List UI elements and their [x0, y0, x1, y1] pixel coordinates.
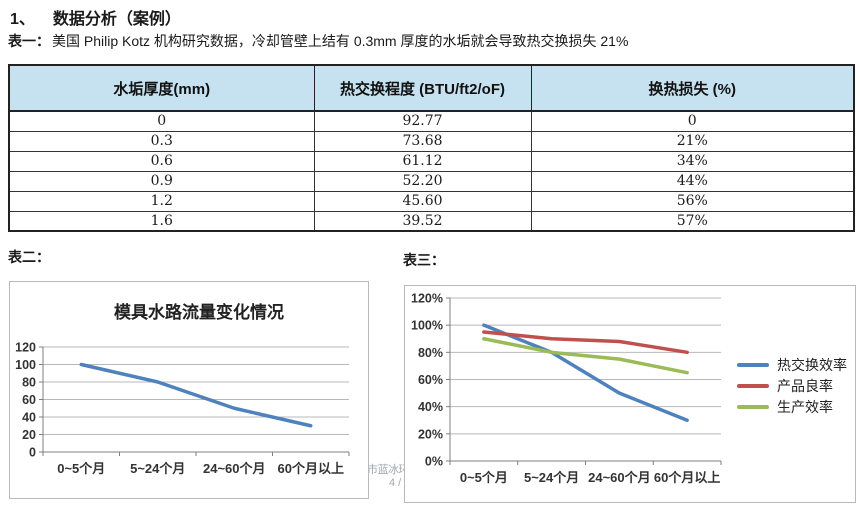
svg-text:24~60个月: 24~60个月	[588, 470, 651, 485]
table-cell: 0.3	[8, 130, 315, 152]
column-header-heat-exchange: 热交换程度 (BTU/ft2/oF)	[313, 64, 532, 112]
svg-text:24~60个月: 24~60个月	[203, 461, 266, 476]
svg-text:20: 20	[22, 428, 36, 442]
table3-label: 表三：	[403, 252, 445, 268]
legend-line-swatch	[737, 363, 769, 367]
table-row: 0.3 73.68 21%	[8, 130, 855, 152]
table2-label: 表二：	[8, 249, 50, 265]
footer-page-number: 4 /	[389, 477, 402, 489]
table-cell: 52.20	[313, 170, 532, 192]
svg-text:0~5个月: 0~5个月	[57, 461, 105, 476]
chart2-plot: 0% 20% 40% 60% 80% 100% 120% 0~5个月 5~24个月 24~60个月…	[411, 292, 722, 485]
table-cell: 0.9	[8, 170, 315, 192]
svg-text:40%: 40%	[418, 400, 443, 414]
chart2-legend: 热交换效率 产品良率 生产效率	[737, 358, 847, 421]
column-header-thickness: 水垢厚度(mm)	[8, 64, 315, 112]
table-cell: 0	[8, 110, 315, 132]
legend-line-swatch	[737, 384, 769, 388]
table-cell: 1.6	[8, 210, 315, 232]
svg-text:5~24个月: 5~24个月	[524, 470, 579, 485]
heading-text: 数据分析（案例）	[52, 11, 181, 28]
page-title: 1、 数据分析（案例）	[10, 5, 181, 29]
svg-text:60: 60	[22, 393, 36, 407]
svg-text:5~24个月: 5~24个月	[130, 461, 185, 476]
svg-text:20%: 20%	[418, 427, 443, 441]
scale-thickness-table: 水垢厚度(mm) 热交换程度 (BTU/ft2/oF) 换热损失 (%) 0 92…	[8, 64, 855, 232]
table-header-row: 水垢厚度(mm) 热交换程度 (BTU/ft2/oF) 换热损失 (%)	[8, 64, 855, 112]
table-cell: 92.77	[313, 110, 532, 132]
legend-item-heat-exchange: 热交换效率	[737, 358, 847, 374]
table-cell: 34%	[530, 150, 855, 172]
svg-text:80: 80	[22, 376, 36, 390]
svg-text:60个月以上: 60个月以上	[654, 470, 720, 485]
table1-label: 表一：	[8, 33, 50, 49]
svg-text:120%: 120%	[411, 292, 443, 306]
table-cell: 0.6	[8, 150, 315, 172]
svg-text:0: 0	[29, 446, 36, 460]
table-cell: 44%	[530, 170, 855, 192]
svg-text:0~5个月: 0~5个月	[460, 470, 508, 485]
svg-text:40: 40	[22, 411, 36, 425]
svg-text:100%: 100%	[411, 319, 443, 333]
table-cell: 1.2	[8, 190, 315, 212]
table-row: 1.2 45.60 56%	[8, 190, 855, 212]
flow-change-chart: 模具水路流量变化情况 0 20 40 60 80 100 120 0~5个月 5~24个月 24~…	[9, 281, 369, 499]
legend-label: 产品良率	[777, 379, 833, 395]
legend-item-yield: 产品良率	[737, 379, 847, 395]
chart1-title: 模具水路流量变化情况	[114, 303, 284, 322]
table-row: 0 92.77 0	[8, 110, 855, 132]
heading-number: 1、	[10, 11, 35, 28]
legend-label: 热交换效率	[777, 358, 847, 374]
svg-text:100: 100	[15, 358, 36, 372]
svg-text:120: 120	[15, 341, 36, 355]
svg-text:60%: 60%	[418, 373, 443, 387]
legend-item-production: 生产效率	[737, 400, 847, 416]
svg-text:80%: 80%	[418, 346, 443, 360]
table-cell: 39.52	[313, 210, 532, 232]
table-row: 1.6 39.52 57%	[8, 210, 855, 232]
table-row: 0.6 61.12 34%	[8, 150, 855, 172]
table-cell: 0	[530, 110, 855, 132]
table1-caption: 表一： 美国 Philip Kotz 机构研究数据，冷却管壁上结有 0.3mm 厚…	[8, 31, 628, 51]
svg-text:60个月以上: 60个月以上	[278, 461, 344, 476]
table-cell: 21%	[530, 130, 855, 152]
svg-text:0%: 0%	[425, 455, 443, 469]
legend-label: 生产效率	[777, 400, 833, 416]
table-cell: 73.68	[313, 130, 532, 152]
table-row: 0.9 52.20 44%	[8, 170, 855, 192]
table-cell: 61.12	[313, 150, 532, 172]
efficiency-chart: 0% 20% 40% 60% 80% 100% 120% 0~5个月 5~24个月 24~60个月…	[404, 285, 856, 503]
column-header-heat-loss: 换热损失 (%)	[530, 64, 855, 112]
table-cell: 57%	[530, 210, 855, 232]
table-cell: 56%	[530, 190, 855, 212]
footer-watermark-text: 市蓝冰环	[367, 464, 410, 476]
legend-line-swatch	[737, 405, 769, 409]
table-cell: 45.60	[313, 190, 532, 212]
chart1-plot: 0 20 40 60 80 100 120 0~5个月 5~24个月 24~60个月 60个月以上	[15, 341, 350, 476]
table1-caption-text: 美国 Philip Kotz 机构研究数据，冷却管壁上结有 0.3mm 厚度的水…	[52, 33, 629, 49]
